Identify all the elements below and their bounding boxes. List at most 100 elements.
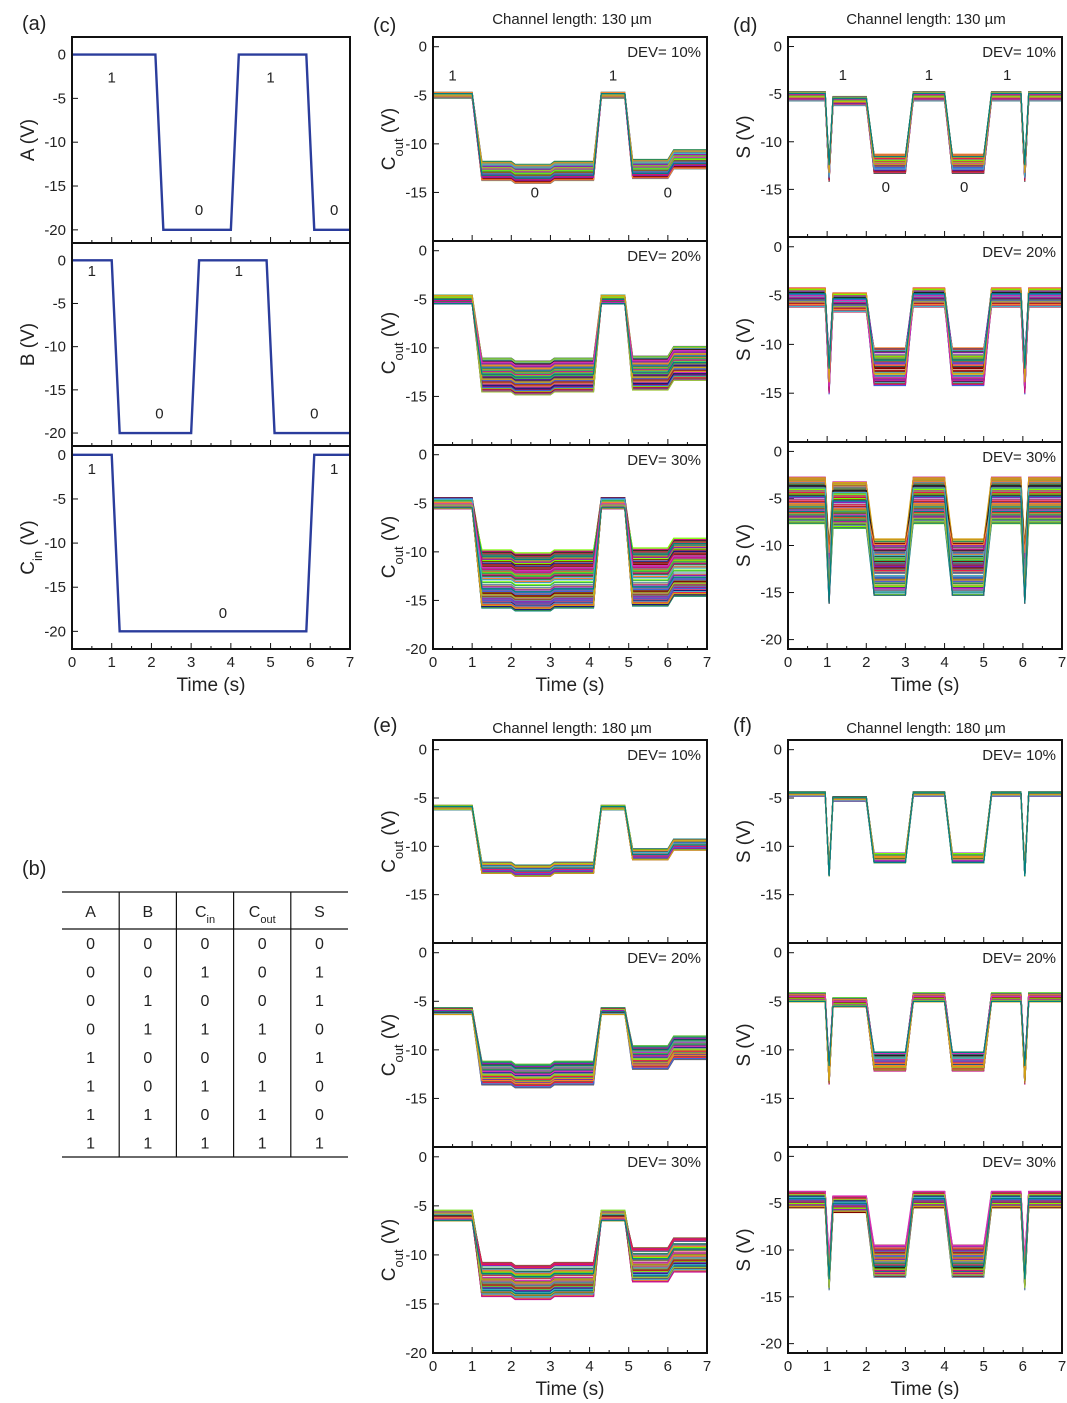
output-trace: [789, 793, 1061, 872]
y-tick-label: -10: [405, 544, 427, 561]
x-tick-label: 1: [823, 1358, 831, 1375]
y-tick-label: -5: [414, 1198, 427, 1215]
output-trace: [434, 1216, 706, 1299]
y-tick-label: -20: [760, 1336, 782, 1353]
output-trace: [434, 1013, 706, 1082]
output-trace: [434, 1011, 706, 1069]
logic-level-label: 0: [960, 179, 968, 196]
traces: [434, 804, 706, 877]
table-cell: 1: [315, 1050, 324, 1067]
plot-frame: [432, 942, 708, 1148]
output-trace: [434, 1213, 706, 1293]
output-trace: [434, 298, 706, 381]
x-tick-label: 4: [227, 654, 235, 671]
panel-letter-e: (e): [373, 715, 397, 737]
y-tick-label: -15: [405, 1296, 427, 1313]
y-tick-label: -10: [760, 134, 782, 151]
y-tick-label: -10: [760, 538, 782, 555]
y-tick-label: 0: [774, 1148, 782, 1165]
output-trace: [434, 96, 706, 170]
y-tick-label: -20: [44, 623, 66, 640]
table-header: S: [314, 904, 325, 921]
table-cell: 1: [86, 1136, 95, 1153]
dev-label: DEV= 30%: [982, 1154, 1056, 1171]
table-header: Cin: [195, 904, 215, 926]
output-trace: [789, 92, 1061, 166]
logic-level-label: 1: [609, 68, 617, 85]
table-cell: 1: [201, 1022, 210, 1039]
logic-level-label: 0: [531, 184, 539, 201]
table-cell: 0: [201, 936, 210, 953]
dev-label: DEV= 20%: [982, 950, 1056, 967]
y-tick-label: -10: [405, 136, 427, 153]
y-tick-label: -5: [414, 993, 427, 1010]
table-header: Cout: [249, 904, 276, 926]
output-trace: [434, 1010, 706, 1068]
output-trace: [789, 1205, 1061, 1268]
traces: [73, 259, 349, 435]
input-trace: [73, 53, 349, 232]
output-trace: [789, 301, 1061, 367]
table-cell: 0: [258, 993, 267, 1010]
logic-level-label: 1: [330, 461, 338, 478]
output-trace: [434, 1219, 706, 1277]
output-trace: [434, 295, 706, 377]
panel-d-title: Channel length: 130 µm: [846, 11, 1006, 28]
logic-level-label: 0: [219, 605, 227, 622]
output-trace: [434, 1013, 706, 1079]
subplot-f1: 0 -5 -10 -15 S (V) DEV= 10%: [734, 739, 1063, 944]
y-tick-label: 0: [58, 252, 66, 269]
dev-label: DEV= 30%: [627, 1154, 701, 1171]
output-trace: [434, 499, 706, 569]
output-trace: [434, 500, 706, 558]
output-trace: [434, 503, 706, 590]
table-cell: 0: [315, 1079, 324, 1096]
output-trace: [434, 1009, 706, 1067]
traces: [789, 476, 1061, 604]
y-tick-label: -10: [760, 336, 782, 353]
table-cell: 0: [258, 936, 267, 953]
y-tick-label: -10: [405, 340, 427, 357]
output-trace: [434, 503, 706, 572]
x-axis-label: Time (s): [536, 675, 605, 696]
output-trace: [434, 808, 706, 868]
output-trace: [434, 1209, 706, 1276]
output-trace: [434, 1009, 706, 1066]
output-trace: [434, 499, 706, 595]
subplot-a1: 0 -5 -10 -15 -20 A (V) 1 0 1 0: [18, 36, 351, 244]
y-tick-label: -15: [760, 181, 782, 198]
output-trace: [434, 497, 706, 601]
y-tick-label: -10: [405, 838, 427, 855]
y-tick-label: 0: [774, 945, 782, 962]
output-trace: [434, 807, 706, 877]
y-axis-label: Cout (V): [379, 1014, 406, 1076]
output-trace: [434, 1212, 706, 1292]
y-tick-label: -15: [760, 887, 782, 904]
output-trace: [434, 507, 706, 609]
dev-label: DEV= 10%: [982, 747, 1056, 764]
y-tick-label: -15: [44, 382, 66, 399]
y-tick-label: -20: [405, 1345, 427, 1362]
plot-frame: [787, 739, 1063, 944]
subplot-d1: 0 -5 -10 -15 S (V) DEV= 10% 1 0 1 0 1: [734, 36, 1063, 238]
output-trace: [434, 95, 706, 167]
output-trace: [434, 1211, 706, 1290]
output-trace: [434, 1008, 706, 1077]
panel-c-title: Channel length: 130 µm: [492, 11, 652, 28]
output-trace: [434, 501, 706, 566]
panel-f-title: Channel length: 180 µm: [846, 720, 1006, 737]
y-tick-label: 0: [419, 243, 427, 260]
x-tick-label: 2: [862, 654, 870, 671]
traces: [434, 1007, 706, 1089]
y-tick-label: -5: [414, 495, 427, 512]
panel-letter-c: (c): [373, 15, 396, 37]
logic-level-label: 1: [266, 70, 274, 87]
x-tick-label: 1: [108, 654, 116, 671]
table-cell: 0: [315, 936, 324, 953]
output-trace: [434, 300, 706, 371]
output-trace: [434, 499, 706, 562]
subplot-e2: 0 -5 -10 -15 Cout (V) DEV= 20%: [379, 942, 708, 1148]
y-tick-label: -20: [44, 425, 66, 442]
